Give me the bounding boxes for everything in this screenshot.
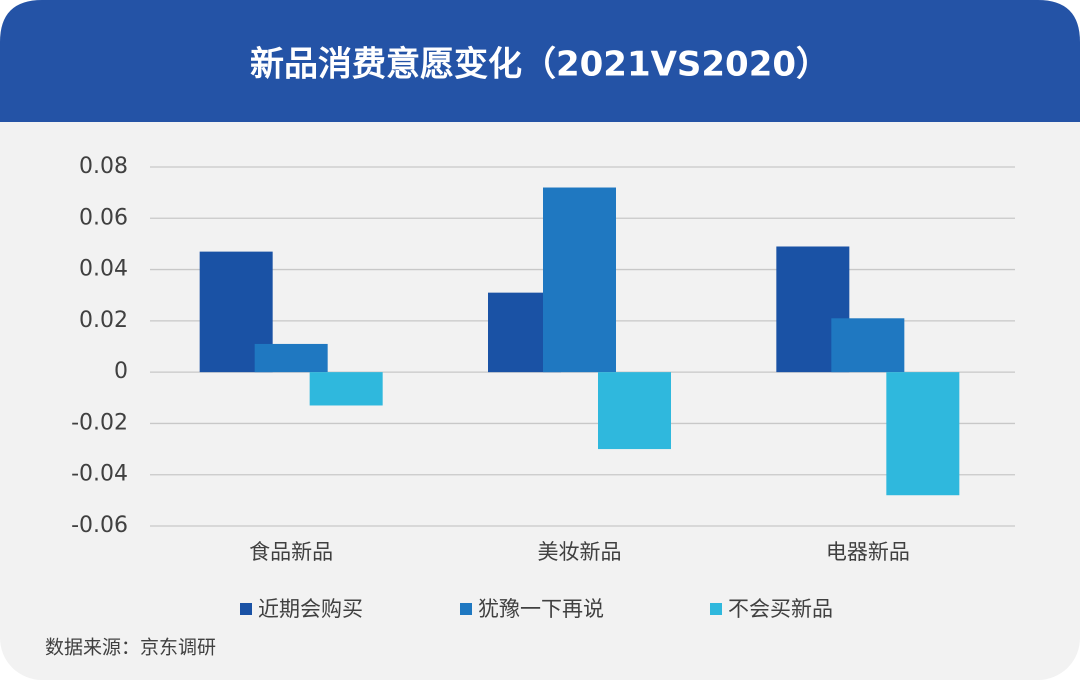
legend-label: 不会买新品 [728, 597, 833, 621]
x-tick-label: 食品新品 [249, 540, 333, 564]
bar [309, 372, 383, 406]
y-tick-label: 0 [114, 359, 128, 384]
bar [886, 372, 960, 496]
legend-swatch [240, 603, 252, 615]
bar [254, 343, 328, 373]
legend-label: 近期会购买 [258, 597, 363, 621]
y-tick-label: 0.06 [79, 205, 128, 230]
x-tick-label: 美妆新品 [538, 540, 622, 564]
legend-label: 犹豫一下再说 [478, 597, 604, 621]
y-tick-label: -0.04 [71, 462, 128, 487]
bar [831, 318, 905, 373]
y-tick-label: 0.04 [79, 257, 128, 282]
bar [543, 187, 616, 373]
bar [598, 372, 671, 450]
legend-swatch [710, 603, 722, 615]
x-tick-label: 电器新品 [826, 540, 910, 564]
source-note: 数据来源：京东调研 [45, 637, 216, 659]
y-tick-label: 0.02 [79, 308, 128, 333]
legend-swatch [460, 603, 472, 615]
y-tick-label: -0.06 [71, 513, 128, 538]
header-band [0, 0, 1080, 122]
y-tick-label: -0.02 [71, 410, 128, 435]
y-tick-label: 0.08 [79, 154, 128, 179]
chart-title: 新品消费意愿变化（2021VS2020） [250, 45, 830, 85]
